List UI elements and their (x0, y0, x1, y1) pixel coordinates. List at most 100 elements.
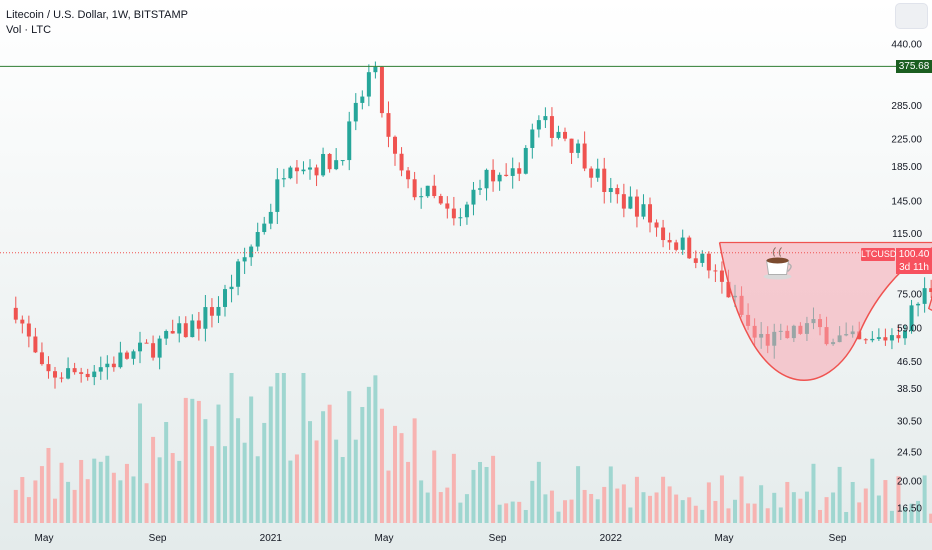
candle (406, 167, 411, 189)
chart-corner-button[interactable] (895, 3, 928, 29)
candle (321, 147, 326, 177)
candle (314, 164, 319, 187)
volume-bar (693, 505, 698, 523)
volume-bar (765, 508, 770, 523)
price-tick-label: 24.50 (897, 448, 922, 459)
volume-bar (366, 386, 371, 523)
volume-bar (811, 463, 816, 523)
volume-bar (255, 456, 260, 523)
volume-bar (183, 397, 188, 523)
chart-legend-title: Litecoin / U.S. Dollar, 1W, BITSTAMP (6, 9, 188, 21)
price-axis[interactable]: 440.00 285.00 225.00 185.00 145.00 115.00 75.0… (891, 40, 922, 515)
time-tick-label: 2021 (260, 533, 283, 544)
volume-bar (471, 469, 476, 523)
volume-bar (785, 481, 790, 523)
time-tick-label: May (35, 533, 54, 544)
volume-bar (39, 466, 44, 523)
candle (92, 364, 97, 386)
volume-bar (412, 418, 417, 523)
candle (13, 296, 18, 324)
candle (445, 196, 450, 219)
symbol-tag: LTCUSD (861, 248, 897, 261)
candle (39, 342, 44, 366)
volume-bar (876, 495, 881, 523)
volume-bar (491, 455, 496, 523)
candle (53, 366, 58, 389)
candle (138, 331, 143, 364)
time-axis[interactable]: MaySep2021MaySep2022MaySep2023MaySep2024… (35, 533, 932, 544)
volume-bar (634, 476, 639, 523)
volume-bar (262, 422, 267, 523)
volume-bar (438, 492, 443, 523)
volume-bar (739, 476, 744, 523)
price-tick-label: 225.00 (891, 134, 922, 145)
candlestick-series (13, 61, 932, 389)
candle (680, 229, 685, 255)
volume-bar (759, 485, 764, 523)
volume-bar (929, 513, 932, 523)
candle (602, 157, 607, 204)
volume-bar (510, 501, 515, 523)
volume-bar (621, 484, 626, 523)
candle (209, 298, 214, 328)
price-tick-label: 46.50 (897, 357, 922, 368)
volume-bar (824, 497, 829, 523)
volume-bar (654, 492, 659, 523)
candle (236, 258, 241, 296)
volume-bar (138, 403, 143, 523)
volume-bar (425, 492, 430, 523)
candle (308, 159, 313, 180)
volume-bar (314, 440, 319, 523)
volume-bar (628, 507, 633, 523)
resistance-price-tag: 375.68 (896, 60, 932, 73)
candle (661, 219, 666, 248)
volume-bar (288, 460, 293, 523)
candle (366, 64, 371, 107)
candle (471, 181, 476, 216)
candle (379, 65, 384, 118)
candle (386, 101, 391, 148)
candle (464, 201, 469, 225)
candle (124, 350, 129, 360)
candle (196, 311, 201, 341)
volume-bar (850, 482, 855, 523)
candle (576, 139, 581, 159)
candle (72, 362, 77, 375)
volume-bar (478, 461, 483, 523)
volume-bar (111, 472, 116, 523)
price-tick-label: 38.50 (897, 384, 922, 395)
volume-bar (79, 459, 84, 523)
volume-bar (98, 461, 103, 523)
candle (608, 177, 613, 203)
volume-bar (347, 391, 352, 523)
volume-bar (321, 411, 326, 523)
candle (360, 90, 365, 110)
price-tick-label: 440.00 (891, 40, 922, 51)
volume-bar (602, 486, 607, 523)
volume-bar (543, 494, 548, 523)
volume-bar (379, 408, 384, 523)
volume-bar (46, 447, 51, 523)
price-tick-label: 30.50 (897, 417, 922, 428)
candle (242, 247, 247, 274)
volume-bar (399, 433, 404, 523)
candle (177, 316, 182, 343)
candle (687, 235, 692, 259)
candle (262, 216, 267, 235)
candle (347, 111, 352, 171)
volume-bar (857, 502, 862, 523)
volume-bar (432, 450, 437, 523)
volume-bar (778, 507, 783, 523)
price-tick-label: 115.00 (892, 229, 922, 240)
volume-bar (275, 373, 280, 523)
volume-bar (13, 489, 18, 523)
candle (118, 341, 123, 369)
volume-bar (589, 493, 594, 523)
candle (517, 162, 522, 182)
candle (876, 328, 881, 341)
candle (615, 184, 620, 204)
volume-bar (889, 510, 894, 523)
volume-bar (242, 442, 247, 523)
